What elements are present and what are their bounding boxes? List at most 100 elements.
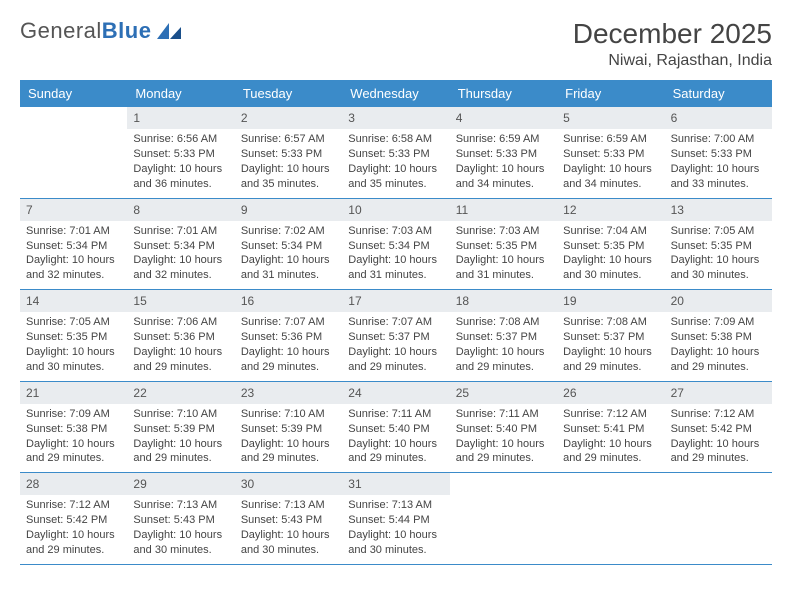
day-body: Sunrise: 7:04 AMSunset: 5:35 PMDaylight:… <box>557 221 664 289</box>
sunrise-line: Sunrise: 6:57 AM <box>241 132 336 147</box>
day-cell: 14Sunrise: 7:05 AMSunset: 5:35 PMDayligh… <box>20 290 127 381</box>
day-body: Sunrise: 7:08 AMSunset: 5:37 PMDaylight:… <box>557 312 664 380</box>
sunset-line: Sunset: 5:33 PM <box>456 147 551 162</box>
day-number: 27 <box>665 382 772 404</box>
day-number: 20 <box>665 290 772 312</box>
sunset-line: Sunset: 5:37 PM <box>348 330 443 345</box>
day-body: Sunrise: 6:59 AMSunset: 5:33 PMDaylight:… <box>557 129 664 197</box>
daylight-line: Daylight: 10 hours and 30 minutes. <box>348 528 443 558</box>
day-cell: 10Sunrise: 7:03 AMSunset: 5:34 PMDayligh… <box>342 199 449 290</box>
daylight-line: Daylight: 10 hours and 29 minutes. <box>348 345 443 375</box>
weekday-header: Sunday <box>20 80 127 107</box>
daylight-line: Daylight: 10 hours and 29 minutes. <box>133 345 228 375</box>
sunrise-line: Sunrise: 7:00 AM <box>671 132 766 147</box>
sunrise-line: Sunrise: 7:11 AM <box>456 407 551 422</box>
daylight-line: Daylight: 10 hours and 29 minutes. <box>26 528 121 558</box>
day-body: Sunrise: 7:13 AMSunset: 5:44 PMDaylight:… <box>342 495 449 563</box>
daylight-line: Daylight: 10 hours and 31 minutes. <box>241 253 336 283</box>
day-body: Sunrise: 6:56 AMSunset: 5:33 PMDaylight:… <box>127 129 234 197</box>
day-cell: 3Sunrise: 6:58 AMSunset: 5:33 PMDaylight… <box>342 107 449 198</box>
day-cell: 31Sunrise: 7:13 AMSunset: 5:44 PMDayligh… <box>342 473 449 564</box>
day-cell: 25Sunrise: 7:11 AMSunset: 5:40 PMDayligh… <box>450 382 557 473</box>
sunset-line: Sunset: 5:33 PM <box>671 147 766 162</box>
day-cell: 21Sunrise: 7:09 AMSunset: 5:38 PMDayligh… <box>20 382 127 473</box>
sunrise-line: Sunrise: 7:13 AM <box>348 498 443 513</box>
day-body: Sunrise: 7:13 AMSunset: 5:43 PMDaylight:… <box>235 495 342 563</box>
sunrise-line: Sunrise: 7:05 AM <box>26 315 121 330</box>
sunrise-line: Sunrise: 6:56 AM <box>133 132 228 147</box>
day-cell <box>665 473 772 564</box>
weekday-header: Saturday <box>665 80 772 107</box>
day-cell: 15Sunrise: 7:06 AMSunset: 5:36 PMDayligh… <box>127 290 234 381</box>
day-number: 5 <box>557 107 664 129</box>
daylight-line: Daylight: 10 hours and 35 minutes. <box>241 162 336 192</box>
daylight-line: Daylight: 10 hours and 29 minutes. <box>563 345 658 375</box>
day-body: Sunrise: 7:11 AMSunset: 5:40 PMDaylight:… <box>450 404 557 472</box>
daylight-line: Daylight: 10 hours and 35 minutes. <box>348 162 443 192</box>
sunset-line: Sunset: 5:33 PM <box>133 147 228 162</box>
day-number: 12 <box>557 199 664 221</box>
day-cell: 30Sunrise: 7:13 AMSunset: 5:43 PMDayligh… <box>235 473 342 564</box>
day-number: 4 <box>450 107 557 129</box>
day-cell: 29 Sunrise: 7:13 AMSunset: 5:43 PMDayligh… <box>127 473 234 564</box>
day-cell: 6Sunrise: 7:00 AMSunset: 5:33 PMDaylight… <box>665 107 772 198</box>
day-number: 16 <box>235 290 342 312</box>
sunrise-line: Sunrise: 7:08 AM <box>456 315 551 330</box>
sunrise-line: Sunrise: 7:13 AM <box>133 498 228 513</box>
sunrise-line: Sunrise: 7:01 AM <box>26 224 121 239</box>
day-number: 21 <box>20 382 127 404</box>
day-number: 11 <box>450 199 557 221</box>
sunset-line: Sunset: 5:38 PM <box>26 422 121 437</box>
day-number: 10 <box>342 199 449 221</box>
day-number: 29 <box>127 473 234 495</box>
sunrise-line: Sunrise: 7:13 AM <box>241 498 336 513</box>
day-number: 30 <box>235 473 342 495</box>
weekday-header: Friday <box>557 80 664 107</box>
day-body: Sunrise: 7:10 AMSunset: 5:39 PMDaylight:… <box>235 404 342 472</box>
daylight-line: Daylight: 10 hours and 30 minutes. <box>26 345 121 375</box>
sunset-line: Sunset: 5:37 PM <box>456 330 551 345</box>
daylight-line: Daylight: 10 hours and 29 minutes. <box>348 437 443 467</box>
daylight-line: Daylight: 10 hours and 29 minutes. <box>241 345 336 375</box>
sunrise-line: Sunrise: 7:06 AM <box>133 315 228 330</box>
day-cell: 2Sunrise: 6:57 AMSunset: 5:33 PMDaylight… <box>235 107 342 198</box>
sunrise-line: Sunrise: 7:12 AM <box>563 407 658 422</box>
sunset-line: Sunset: 5:43 PM <box>133 513 228 528</box>
sunrise-line: Sunrise: 6:58 AM <box>348 132 443 147</box>
day-cell: 16Sunrise: 7:07 AMSunset: 5:36 PMDayligh… <box>235 290 342 381</box>
day-number: 22 <box>127 382 234 404</box>
sunrise-line: Sunrise: 7:07 AM <box>348 315 443 330</box>
day-cell: 11Sunrise: 7:03 AMSunset: 5:35 PMDayligh… <box>450 199 557 290</box>
day-body: Sunrise: 7:01 AMSunset: 5:34 PMDaylight:… <box>20 221 127 289</box>
day-number: 8 <box>127 199 234 221</box>
sunrise-line: Sunrise: 7:05 AM <box>671 224 766 239</box>
sunset-line: Sunset: 5:35 PM <box>26 330 121 345</box>
sunrise-line: Sunrise: 6:59 AM <box>563 132 658 147</box>
day-cell: 8Sunrise: 7:01 AMSunset: 5:34 PMDaylight… <box>127 199 234 290</box>
sunset-line: Sunset: 5:35 PM <box>563 239 658 254</box>
day-body: Sunrise: 7:05 AMSunset: 5:35 PMDaylight:… <box>665 221 772 289</box>
day-body: Sunrise: 7:07 AMSunset: 5:37 PMDaylight:… <box>342 312 449 380</box>
sunset-line: Sunset: 5:37 PM <box>563 330 658 345</box>
sunset-line: Sunset: 5:41 PM <box>563 422 658 437</box>
day-cell: 17Sunrise: 7:07 AMSunset: 5:37 PMDayligh… <box>342 290 449 381</box>
sunrise-line: Sunrise: 7:03 AM <box>348 224 443 239</box>
sunrise-line: Sunrise: 7:08 AM <box>563 315 658 330</box>
sunset-line: Sunset: 5:34 PM <box>133 239 228 254</box>
day-body: Sunrise: 7:10 AMSunset: 5:39 PMDaylight:… <box>127 404 234 472</box>
sunset-line: Sunset: 5:35 PM <box>456 239 551 254</box>
day-number: 24 <box>342 382 449 404</box>
day-number: 28 <box>20 473 127 495</box>
location: Niwai, Rajasthan, India <box>573 52 772 70</box>
sunrise-line: Sunrise: 7:12 AM <box>671 407 766 422</box>
day-number: 17 <box>342 290 449 312</box>
sunset-line: Sunset: 5:38 PM <box>671 330 766 345</box>
day-number: 19 <box>557 290 664 312</box>
day-body: Sunrise: 6:57 AMSunset: 5:33 PMDaylight:… <box>235 129 342 197</box>
sunrise-line: Sunrise: 6:59 AM <box>456 132 551 147</box>
daylight-line: Daylight: 10 hours and 30 minutes. <box>133 528 228 558</box>
sunset-line: Sunset: 5:33 PM <box>563 147 658 162</box>
daylight-line: Daylight: 10 hours and 31 minutes. <box>456 253 551 283</box>
day-body: Sunrise: 7:02 AMSunset: 5:34 PMDaylight:… <box>235 221 342 289</box>
day-body: Sunrise: 7:08 AMSunset: 5:37 PMDaylight:… <box>450 312 557 380</box>
